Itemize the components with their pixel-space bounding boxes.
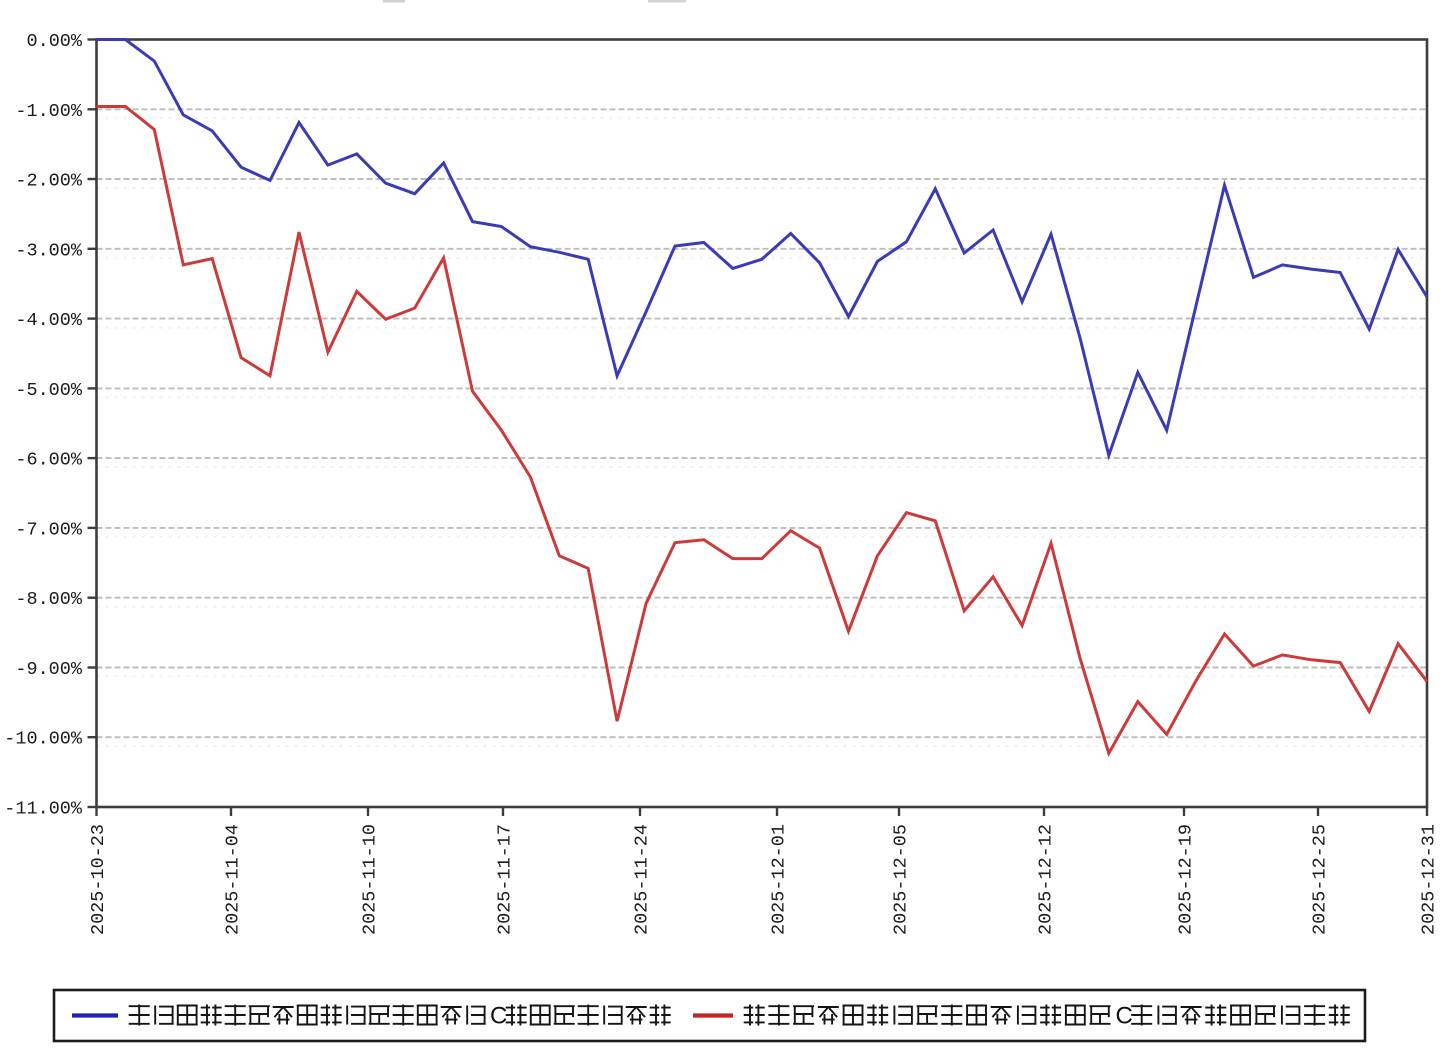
svg-text:2025-12-31: 2025-12-31 <box>1418 824 1439 935</box>
svg-text:2025-11-10: 2025-11-10 <box>359 824 380 935</box>
svg-text:2025-12-25: 2025-12-25 <box>1309 824 1330 935</box>
svg-text:2025-12-05: 2025-12-05 <box>890 824 911 935</box>
svg-text:-1.00%: -1.00% <box>15 101 83 122</box>
svg-text:0.00%: 0.00% <box>26 31 82 52</box>
svg-text:C: C <box>490 1003 507 1030</box>
svg-text:-8.00%: -8.00% <box>15 589 83 610</box>
svg-text:-4.00%: -4.00% <box>15 310 83 331</box>
svg-text:-9.00%: -9.00% <box>15 659 83 680</box>
svg-text:-7.00%: -7.00% <box>15 519 83 540</box>
svg-text:-6.00%: -6.00% <box>15 450 83 471</box>
svg-text:2025-12-01: 2025-12-01 <box>768 824 789 935</box>
svg-text:-10.00%: -10.00% <box>4 729 83 750</box>
svg-text:2025-11-17: 2025-11-17 <box>494 824 515 935</box>
svg-text:-5.00%: -5.00% <box>15 380 83 401</box>
svg-text:2025-11-24: 2025-11-24 <box>631 824 652 935</box>
svg-text:C: C <box>1116 1003 1133 1030</box>
svg-text:2025-11-04: 2025-11-04 <box>222 824 243 935</box>
svg-text:-11.00%: -11.00% <box>4 799 83 820</box>
svg-text:2025-10-23: 2025-10-23 <box>88 824 109 935</box>
svg-text:2025-12-12: 2025-12-12 <box>1035 824 1056 935</box>
svg-text:-3.00%: -3.00% <box>15 240 83 261</box>
svg-text:2025-12-19: 2025-12-19 <box>1175 824 1196 935</box>
svg-text:-2.00%: -2.00% <box>15 171 83 192</box>
